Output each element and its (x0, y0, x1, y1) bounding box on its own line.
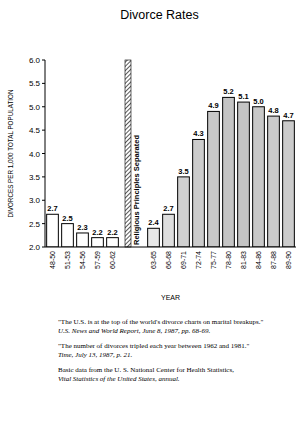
x-tick-label: 75-77 (210, 251, 217, 269)
bar (253, 107, 265, 247)
data-label: 5.1 (238, 92, 248, 101)
data-label: 2.7 (47, 204, 57, 213)
x-tick-label: 60-62 (109, 251, 116, 269)
bar (178, 177, 190, 247)
bar (77, 233, 89, 247)
data-label: 4.9 (208, 101, 218, 110)
bar (148, 228, 160, 247)
data-labels: 2.7 2.5 2.3 2.2 2.2 2.4 2.7 3.5 4.3 4.9 5.2 5.1 5.0 4… (47, 87, 293, 236)
bars (47, 97, 295, 247)
data-label: 5.2 (223, 87, 233, 96)
footnotes: "The U.S. is at the top of the world's d… (58, 318, 263, 383)
y-axis (45, 60, 46, 247)
x-tick-label: 66-68 (165, 251, 172, 269)
bar (107, 238, 119, 247)
data-label: 2.4 (148, 218, 159, 227)
x-tick-label: 48-50 (49, 251, 56, 269)
data-label: 3.5 (178, 167, 188, 176)
y-tick-label: 4.0 (29, 150, 41, 159)
y-tick-label: 4.5 (29, 126, 41, 135)
data-label: 5.0 (253, 97, 263, 106)
y-tick-label: 5.0 (29, 103, 41, 112)
x-tick-label: 87-88 (270, 251, 277, 269)
x-tick-label: 63-65 (150, 251, 157, 269)
x-tick-label: 78-80 (225, 251, 232, 269)
x-tick-label: 81-83 (240, 251, 247, 269)
data-label: 4.8 (268, 106, 278, 115)
bar (92, 238, 104, 247)
bar (62, 224, 74, 247)
footnote-line: Time, July 13, 1987, p. 21. (58, 351, 133, 359)
x-tick-label: 69-71 (180, 251, 187, 269)
bar (223, 97, 235, 247)
data-label: 2.7 (163, 204, 173, 213)
data-label: 4.7 (283, 111, 293, 120)
bar (163, 214, 175, 247)
data-label: 2.2 (92, 228, 102, 237)
y-tick-label: 3.5 (29, 173, 41, 182)
bar (283, 121, 295, 247)
y-tick-label: 6.0 (29, 56, 41, 65)
y-tick-label: 2.0 (29, 243, 41, 252)
footnote-line: U.S. News and World Report, June 8, 1987… (58, 327, 210, 335)
x-tick-labels: 48-50 51-53 54-56 57-59 60-62 63-65 66-68 69-71… (49, 251, 292, 269)
data-label: 2.5 (62, 214, 72, 223)
title: Divorce Rates (120, 8, 199, 22)
x-tick-label: 51-53 (64, 251, 71, 269)
chart: Divorce Rates DIVORCES PER 1,000 TOTAL PO… (0, 0, 299, 448)
y-ticks: 2.0 2.5 3.0 3.5 4.0 4.5 5.0 5.5 6.0 (29, 56, 45, 252)
page: {"chart_data": { "type": "bar", "title":… (0, 0, 299, 448)
x-tick-label: 57-59 (94, 251, 101, 269)
data-label: 2.3 (77, 223, 87, 232)
x-tick-label: 72-74 (195, 251, 202, 269)
footnote-line: "The U.S. is at the top of the world's d… (58, 318, 263, 326)
annotation: Religious Principles Separated (132, 135, 141, 245)
x-axis-label: YEAR (161, 294, 180, 301)
bar (193, 139, 205, 247)
bar (208, 111, 220, 247)
x-tick-label: 89-90 (285, 251, 292, 269)
bar (238, 102, 250, 247)
data-label: 4.3 (193, 129, 203, 138)
bar (268, 116, 280, 247)
separator-hatch (125, 60, 131, 247)
y-tick-label: 2.5 (29, 220, 41, 229)
footnote-line: Basic data from the U. S. National Cente… (58, 366, 234, 374)
footnote-line: Vital Statistics of the United States, a… (58, 375, 180, 383)
y-tick-label: 3.0 (29, 196, 41, 205)
y-tick-label: 5.5 (29, 79, 41, 88)
x-tick-label: 84-86 (255, 251, 262, 269)
data-label: 2.2 (107, 228, 117, 237)
x-axis (45, 247, 296, 248)
bar (47, 214, 59, 247)
footnote-line: "The number of divorces tripled each yea… (58, 342, 249, 350)
y-axis-label: DIVORCES PER 1,000 TOTAL POPULATION (7, 89, 14, 218)
x-tick-label: 54-56 (79, 251, 86, 269)
